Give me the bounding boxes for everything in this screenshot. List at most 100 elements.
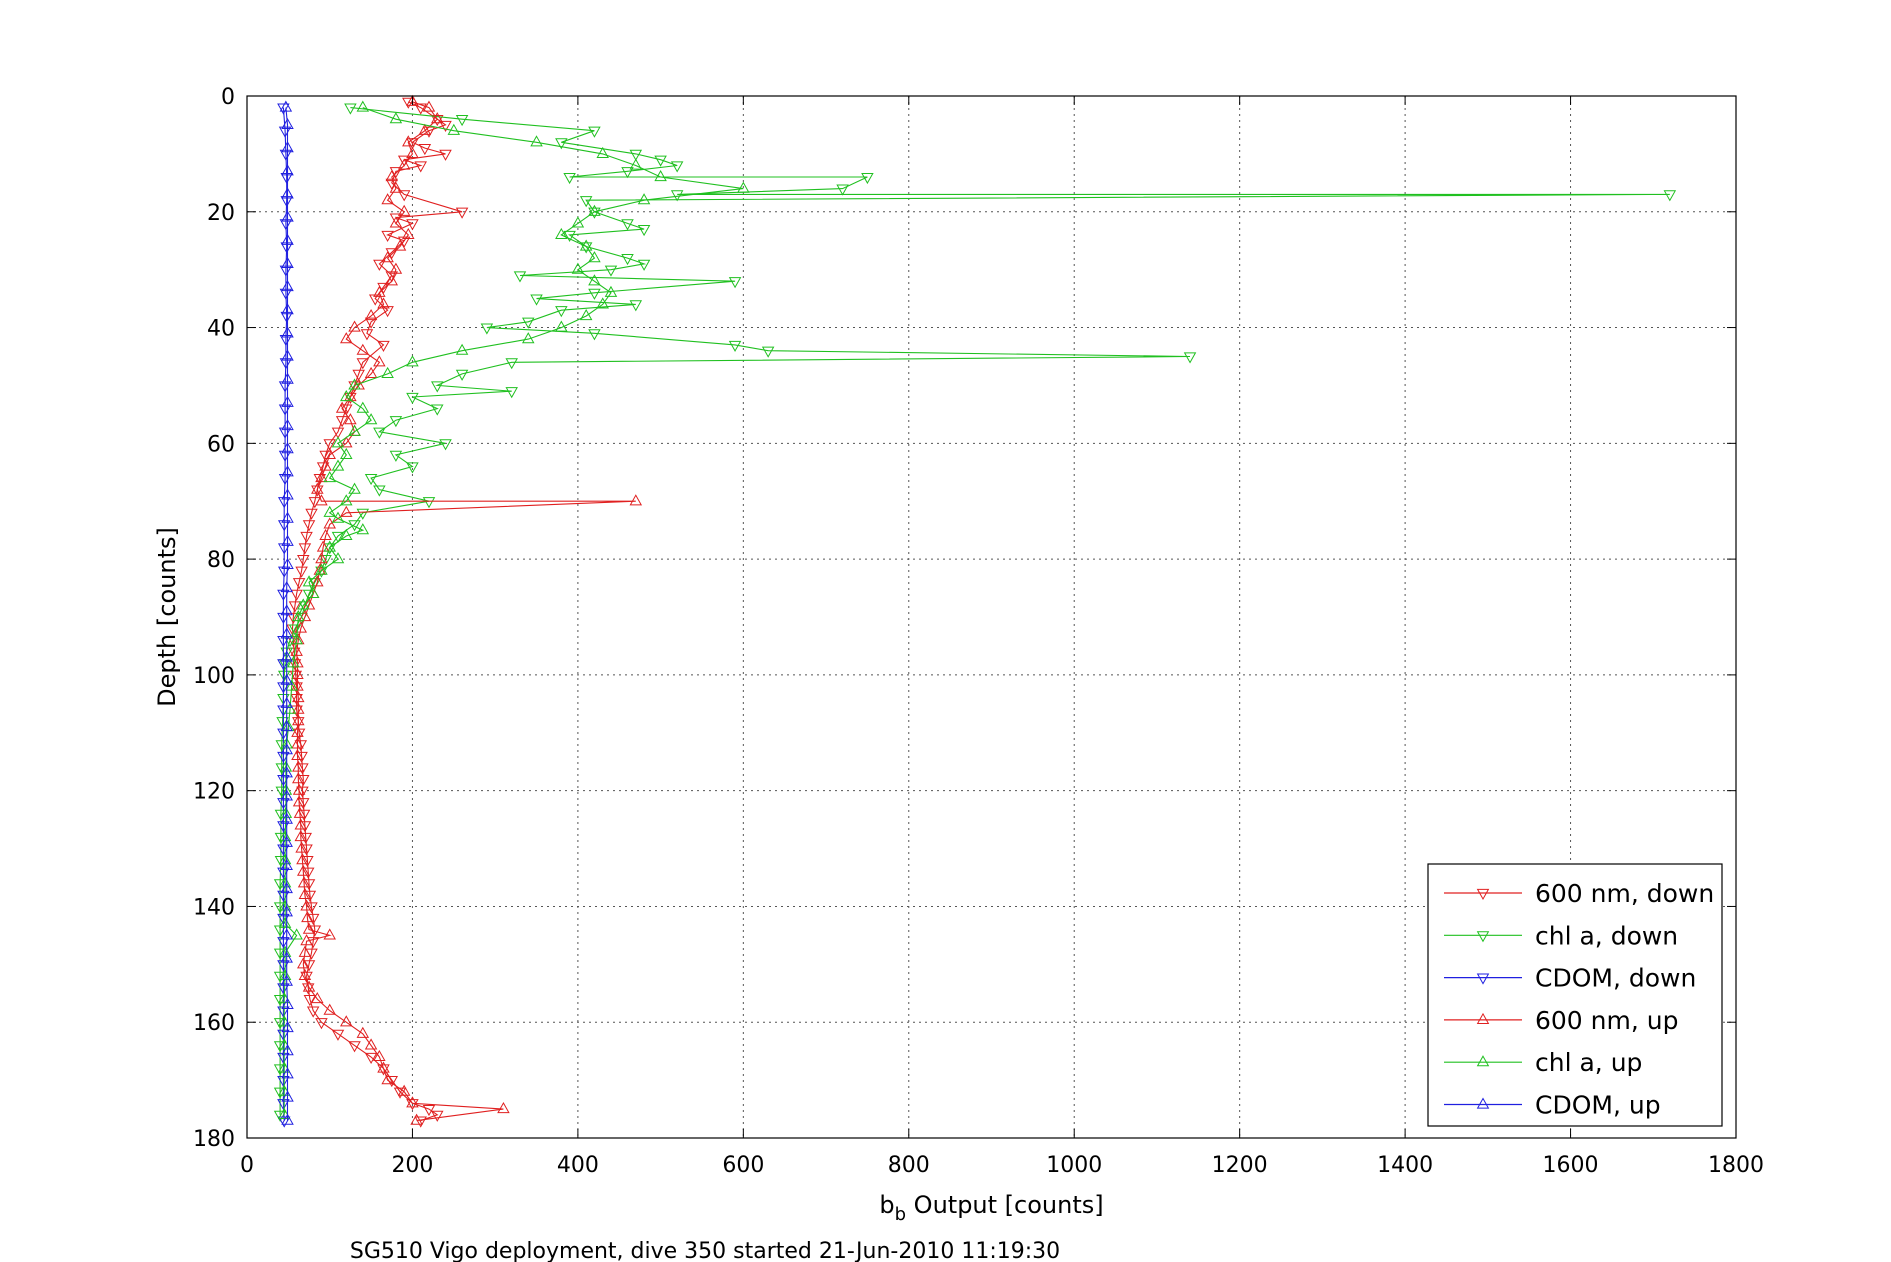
- data-point: [348, 1041, 361, 1053]
- y-tick-label: 20: [207, 201, 235, 226]
- data-point: [280, 196, 293, 208]
- x-tick-label: 800: [888, 1153, 930, 1178]
- data-point: [389, 181, 403, 193]
- data-point: [280, 719, 293, 732]
- x-axis-label-main: b: [879, 1191, 894, 1219]
- data-point: [296, 864, 310, 876]
- data-point: [273, 971, 287, 983]
- data-point: [280, 311, 293, 323]
- data-point: [290, 589, 303, 601]
- data-point: [348, 520, 361, 532]
- data-point: [279, 219, 293, 231]
- data-point: [340, 1015, 353, 1027]
- data-point: [303, 890, 317, 902]
- series-line: [296, 101, 636, 1122]
- data-point: [281, 280, 294, 292]
- data-point: [1183, 352, 1197, 364]
- legend-item: chl a, down: [1444, 921, 1678, 950]
- data-point: [281, 1113, 294, 1125]
- data-point: [277, 960, 290, 972]
- legend-item: CDOM, down: [1444, 964, 1696, 993]
- data-point: [319, 528, 332, 541]
- data-point: [621, 167, 634, 179]
- data-point: [281, 557, 294, 569]
- data-point: [294, 740, 308, 752]
- data-point: [389, 112, 403, 124]
- data-point: [281, 465, 294, 477]
- data-point: [279, 783, 293, 795]
- legend-item: CDOM, up: [1444, 1091, 1661, 1120]
- data-point: [300, 899, 313, 911]
- data-point: [297, 809, 311, 821]
- data-point: [331, 511, 345, 523]
- data-point: [422, 1104, 436, 1117]
- data-point: [281, 1090, 294, 1102]
- data-point: [281, 1020, 294, 1033]
- legend-marker: [1476, 888, 1490, 901]
- data-point: [277, 636, 290, 648]
- chart-caption: SG510 Vigo deployment, dive 350 started …: [350, 1239, 1060, 1262]
- data-point: [344, 413, 357, 425]
- data-point: [283, 702, 297, 714]
- data-point: [522, 317, 535, 329]
- data-point: [364, 308, 378, 321]
- data-point: [281, 395, 294, 407]
- data-point: [571, 262, 585, 274]
- data-point: [280, 812, 293, 824]
- data-point: [273, 1018, 287, 1030]
- data-point: [402, 97, 415, 109]
- data-point: [311, 575, 324, 587]
- data-point: [281, 511, 294, 523]
- data-point: [291, 725, 304, 737]
- series-4: [277, 100, 750, 1119]
- legend-box: [1427, 863, 1723, 1127]
- data-point: [439, 120, 452, 132]
- data-point: [316, 540, 330, 552]
- data-point: [348, 378, 361, 390]
- data-point: [279, 288, 293, 300]
- data-point: [571, 216, 585, 228]
- legend-marker: [1476, 1012, 1490, 1024]
- data-point: [364, 366, 378, 378]
- data-point: [299, 832, 312, 844]
- data-point: [302, 922, 316, 934]
- data-point: [728, 340, 742, 352]
- data-point: [373, 1049, 386, 1062]
- data-point: [298, 609, 312, 622]
- data-point: [604, 285, 618, 297]
- x-tick-label: 1200: [1212, 1153, 1268, 1178]
- data-point: [356, 508, 370, 520]
- data-point: [737, 181, 750, 193]
- data-point: [431, 381, 444, 393]
- data-point: [277, 937, 290, 949]
- data-point: [377, 340, 390, 352]
- data-point: [588, 126, 601, 138]
- data-point: [344, 103, 357, 115]
- data-point: [588, 204, 601, 216]
- data-point: [455, 369, 469, 381]
- data-point: [290, 644, 303, 656]
- y-tick-label: 80: [207, 548, 235, 573]
- data-point: [288, 601, 302, 613]
- data-point: [356, 401, 370, 413]
- data-point: [280, 627, 293, 639]
- data-point: [588, 251, 601, 263]
- data-point: [579, 239, 593, 251]
- data-point: [555, 306, 568, 318]
- data-point: [414, 1116, 427, 1128]
- data-point: [588, 329, 601, 341]
- data-point: [280, 673, 293, 685]
- data-point: [323, 540, 336, 552]
- data-point: [295, 751, 308, 763]
- data-point: [296, 957, 310, 969]
- data-point: [277, 682, 290, 694]
- data-point: [281, 210, 294, 222]
- data-point: [654, 170, 667, 182]
- data-point: [279, 806, 293, 818]
- grid: [247, 96, 1736, 1138]
- data-point: [389, 450, 403, 462]
- data-point: [273, 1064, 287, 1076]
- x-tick-label: 1400: [1377, 1153, 1433, 1178]
- data-point: [305, 902, 318, 914]
- y-tick-label: 180: [193, 1127, 235, 1152]
